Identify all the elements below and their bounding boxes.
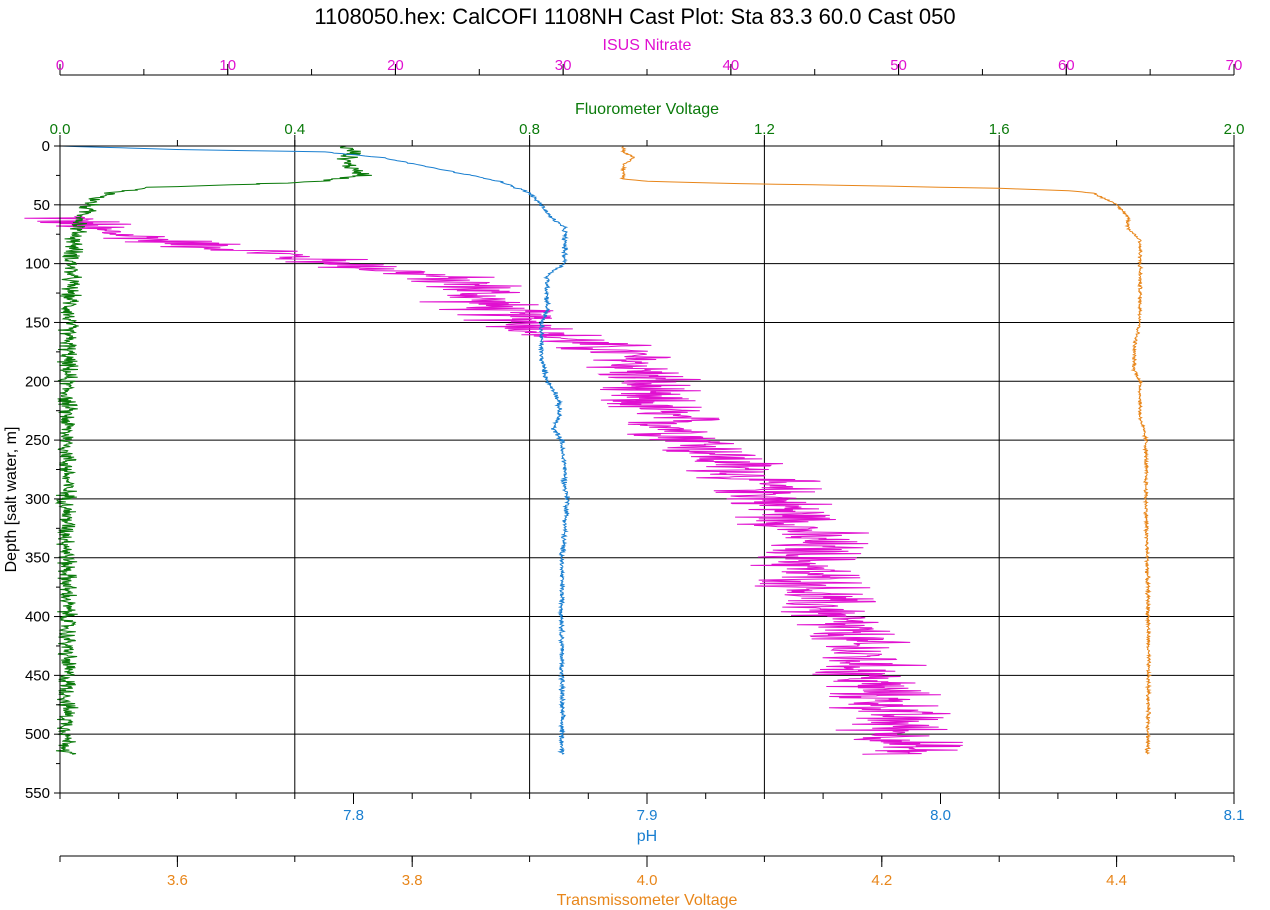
gridlines	[59, 145, 1235, 794]
ph-tick-label: 8.0	[930, 807, 951, 824]
series-line-ph	[60, 145, 570, 755]
y-tick-label: 300	[25, 491, 50, 508]
fluor-tick-label: 1.2	[754, 121, 775, 138]
trans-tick-label: 4.2	[871, 872, 892, 889]
y-tick-label: 100	[25, 256, 50, 273]
y-tick-label: 150	[25, 314, 50, 331]
y-tick-label: 200	[25, 373, 50, 390]
y-axis-label: Depth [salt water, m]	[3, 427, 20, 573]
trans-tick-label: 3.6	[167, 872, 188, 889]
fluor-tick-label: 0.4	[284, 121, 305, 138]
series-line-transmissometer-voltage	[619, 145, 1152, 755]
ph-axis-title: pH	[637, 828, 657, 845]
series-line-isus-nitrate	[24, 216, 963, 755]
trans-tick-label: 4.0	[637, 872, 658, 889]
nitrate-tick-label: 40	[723, 57, 740, 74]
series-layer	[24, 145, 1152, 755]
fluor-tick-label: 1.6	[989, 121, 1010, 138]
nitrate-tick-label: 10	[219, 57, 236, 74]
y-tick-label: 500	[25, 726, 50, 743]
ph-tick-label: 7.8	[343, 807, 364, 824]
nitrate-tick-label: 50	[890, 57, 907, 74]
trans-tick-label: 4.4	[1106, 872, 1127, 889]
fluor-tick-label: 0.0	[50, 121, 71, 138]
trans-axis-title: Transmissometer Voltage	[557, 892, 738, 909]
series-line-fluorometer-voltage	[54, 145, 372, 755]
y-tick-label: 250	[25, 432, 50, 449]
plot-frame	[59, 146, 1235, 793]
y-tick-label: 550	[25, 785, 50, 802]
y-tick-label: 50	[33, 197, 50, 214]
ph-tick-label: 7.9	[637, 807, 658, 824]
nitrate-axis-title: ISUS Nitrate	[603, 37, 692, 54]
nitrate-tick-label: 20	[387, 57, 404, 74]
y-tick-label: 450	[25, 667, 50, 684]
fluor-tick-label: 0.8	[519, 121, 540, 138]
fluor-axis-title: Fluorometer Voltage	[575, 101, 719, 118]
y-tick-label: 0	[42, 138, 50, 155]
trans-tick-label: 3.8	[402, 872, 423, 889]
nitrate-tick-label: 70	[1226, 57, 1243, 74]
nitrate-tick-label: 30	[555, 57, 572, 74]
chart-title: 1108050.hex: CalCOFI 1108NH Cast Plot: S…	[314, 4, 955, 29]
y-tick-label: 400	[25, 609, 50, 626]
nitrate-tick-label: 0	[56, 57, 64, 74]
fluor-tick-label: 2.0	[1224, 121, 1245, 138]
y-tick-label: 350	[25, 550, 50, 567]
nitrate-tick-label: 60	[1058, 57, 1075, 74]
ph-tick-label: 8.1	[1224, 807, 1245, 824]
